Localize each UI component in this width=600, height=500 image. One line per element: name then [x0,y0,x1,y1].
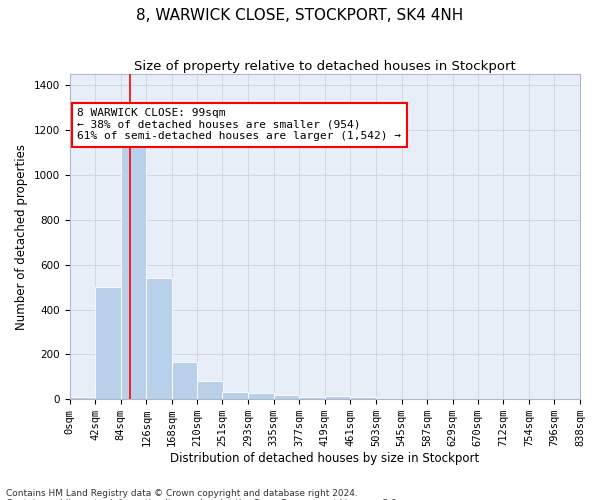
Bar [350,397,376,399]
Bar [274,394,299,399]
Bar [95,287,121,399]
Bar [197,382,223,399]
Bar [299,398,325,399]
Bar [70,397,95,399]
Text: 8, WARWICK CLOSE, STOCKPORT, SK4 4NH: 8, WARWICK CLOSE, STOCKPORT, SK4 4NH [136,8,464,22]
X-axis label: Distribution of detached houses by size in Stockport: Distribution of detached houses by size … [170,452,479,465]
Bar [121,140,146,399]
Bar [172,362,197,399]
Bar [146,278,172,399]
Text: Contains HM Land Registry data © Crown copyright and database right 2024.: Contains HM Land Registry data © Crown c… [6,488,358,498]
Bar [248,393,274,399]
Title: Size of property relative to detached houses in Stockport: Size of property relative to detached ho… [134,60,515,73]
Bar [223,392,248,399]
Text: Contains public sector information licensed under the Open Government Licence v3: Contains public sector information licen… [6,498,400,500]
Text: 8 WARWICK CLOSE: 99sqm
← 38% of detached houses are smaller (954)
61% of semi-de: 8 WARWICK CLOSE: 99sqm ← 38% of detached… [77,108,401,142]
Y-axis label: Number of detached properties: Number of detached properties [15,144,28,330]
Bar [325,396,350,399]
